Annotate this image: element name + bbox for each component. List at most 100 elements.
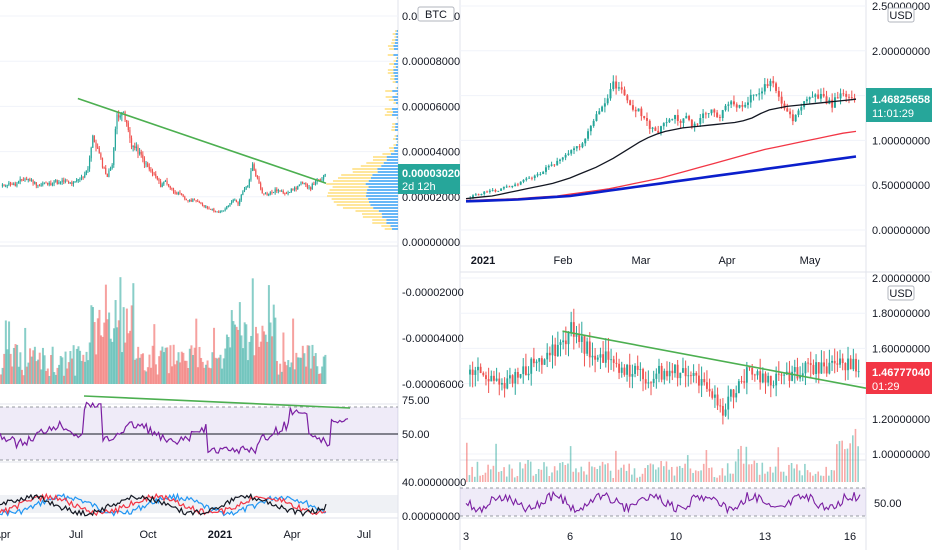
volume-profile-bar <box>384 108 393 110</box>
top-left-candle <box>53 179 55 187</box>
top-left-candle <box>124 110 126 122</box>
volume-bar <box>838 441 841 482</box>
volume-bar <box>814 473 817 482</box>
volume-bar <box>822 475 825 482</box>
top-right-candle <box>494 188 497 193</box>
top-left-volume-profile <box>326 30 398 230</box>
top-right-candle <box>783 100 786 111</box>
volume-bar <box>657 467 660 482</box>
top-left-candle <box>232 198 234 203</box>
top-left-candle <box>210 208 212 210</box>
top-left-price-tick: 0.00000000 <box>402 237 460 249</box>
bottom-right-candle <box>642 367 644 392</box>
volume-profile-bar <box>360 165 382 167</box>
volume-bar <box>108 312 111 384</box>
bottom-right-time-axis[interactable]: 3 6 10 13 16 <box>463 531 856 543</box>
volume-profile-bar <box>392 114 398 116</box>
top-right-time-tick: Apr <box>718 255 735 267</box>
top-left-candle <box>287 190 289 196</box>
volume-bar <box>809 472 812 482</box>
bottom-right-candle <box>519 373 522 379</box>
bottom-right-trendline-line[interactable] <box>562 330 867 389</box>
volume-bar <box>828 475 830 482</box>
volume-bar <box>846 448 849 482</box>
volume-bar <box>303 353 306 384</box>
volume-bar <box>726 463 729 482</box>
bottom-right-candle <box>684 360 687 388</box>
top-left-candle <box>235 199 238 203</box>
bottom-right-candle <box>727 385 730 420</box>
volume-bar <box>633 468 636 482</box>
top-right-candle <box>516 182 519 187</box>
bottom-right-candle <box>841 353 844 371</box>
top-right-candle <box>592 118 595 128</box>
top-left-candle <box>187 200 189 203</box>
oscillator-line <box>0 493 327 517</box>
volume-bar <box>206 360 209 384</box>
volume-bar <box>35 361 38 384</box>
left-rsi-trendline[interactable] <box>83 395 351 409</box>
top-right-candle <box>702 109 705 124</box>
volume-bar <box>90 305 93 384</box>
top-left-candle <box>51 182 54 187</box>
top-left-candle <box>38 184 41 187</box>
volume-bar <box>564 465 567 482</box>
volume-bar <box>248 341 251 384</box>
volume-bar <box>9 353 12 384</box>
top-right-time-tick: May <box>800 255 821 267</box>
volume-bar <box>292 318 295 384</box>
top-right-candle <box>671 118 674 121</box>
volume-bar <box>172 344 175 384</box>
volume-profile-bar <box>395 144 398 146</box>
top-left-candle <box>13 182 15 186</box>
volume-bar <box>623 464 625 482</box>
volume-bar <box>540 469 543 482</box>
top-left-candle <box>56 179 58 185</box>
top-left-trendline-line[interactable] <box>77 97 327 184</box>
top-left-candle <box>148 163 150 172</box>
top-left-candle <box>222 210 225 212</box>
volume-bar <box>221 368 224 384</box>
volume-bar <box>655 469 657 482</box>
volume-profile-bar <box>332 186 369 188</box>
bottom-right-time-tick: 10 <box>670 531 682 543</box>
bottom-right-trendline[interactable] <box>562 330 867 389</box>
left-time-tick: Jul <box>357 529 371 541</box>
top-left-candle <box>251 162 254 172</box>
volume-bar <box>854 428 857 482</box>
top-left-candle <box>153 171 155 176</box>
bottom-right-candle <box>583 334 586 367</box>
top-right-candle <box>477 193 480 196</box>
volume-bar <box>804 463 806 482</box>
bottom-right-candle <box>564 326 567 355</box>
top-right-candle <box>791 109 794 126</box>
top-left-candle <box>130 135 133 150</box>
top-left-price-tick: 0.00004000 <box>402 147 460 159</box>
left-volume-tick: -0.00004000 <box>402 333 464 345</box>
top-left-price-axis[interactable]: 0.000100000.000080000.000060000.00004000… <box>402 11 460 249</box>
top-left-trendline[interactable] <box>77 97 327 184</box>
top-left-price-label: 0.00003020 2d 12h <box>398 164 460 194</box>
volume-bar <box>298 357 301 384</box>
top-left-candle <box>142 151 144 163</box>
top-left-candle <box>290 188 292 193</box>
volume-bar <box>142 353 145 384</box>
top-left-candle <box>268 193 270 197</box>
bottom-right-candle <box>740 375 743 384</box>
left-time-axis[interactable]: Apr Jul Oct 2021 Apr Jul <box>0 529 371 541</box>
top-right-time-axis[interactable]: 2021 Feb Mar Apr May <box>471 255 821 267</box>
volume-profile-bar <box>377 168 398 170</box>
bottom-right-rsi-label: 50.00 <box>874 498 902 510</box>
bottom-right-grid <box>460 277 866 455</box>
volume-profile-bar <box>394 150 398 152</box>
volume-profile-bar <box>382 153 391 155</box>
top-left-candle <box>245 186 247 191</box>
bottom-right-price-axis[interactable]: 2.000000001.800000001.600000001.40000000… <box>872 273 930 461</box>
top-right-candle <box>828 97 831 105</box>
top-left-candle <box>180 193 183 196</box>
bottom-right-candle <box>546 343 549 368</box>
left-rsi-tick: 75.00 <box>402 395 430 407</box>
volume-profile-bar <box>393 102 396 104</box>
volume-profile-bar <box>394 129 398 131</box>
top-right-candle <box>587 128 590 141</box>
